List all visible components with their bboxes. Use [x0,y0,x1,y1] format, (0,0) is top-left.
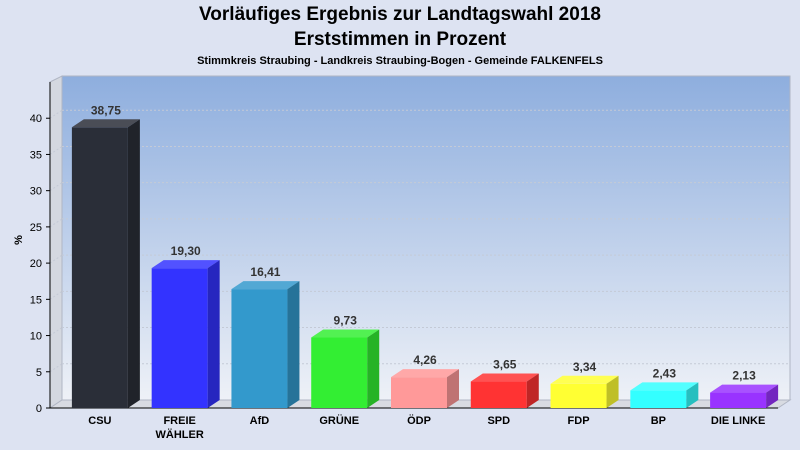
x-tick-label: DIE LINKE [711,415,765,427]
y-tick-label: 0 [36,403,42,415]
bar-top [630,382,699,391]
bar-side [606,375,619,408]
x-tick-label: FDP [568,415,590,427]
chart-district: Stimmkreis Straubing - Landkreis Straubi… [197,55,603,67]
plot-left-wall [49,75,63,409]
bar-side [287,281,300,408]
data-label: 3,34 [573,360,597,374]
bar-side [127,119,140,409]
gridline-side [49,363,63,373]
bar-side [766,384,779,408]
y-axis-label: % [13,235,25,245]
x-tick-label: AfD [250,415,270,427]
bar-front [311,337,368,408]
bar [710,384,779,408]
gridline-side [49,182,63,192]
gridline-side [49,290,63,300]
y-tick-label: 25 [30,222,42,234]
data-label: 2,13 [732,369,756,383]
bar [231,281,300,408]
data-label: 19,30 [171,244,201,258]
x-tick-label: BP [651,415,666,427]
bar-side [367,329,380,408]
chart-subtitle: Erststimmen in Prozent [293,29,507,50]
bar [71,119,140,409]
bar-front [231,289,288,408]
bar-side [686,382,699,408]
bar-front [151,268,208,408]
bar [311,329,380,408]
bar-front [470,381,527,408]
bar [391,369,459,408]
bar-front [550,383,607,408]
gridline-side [49,109,63,119]
x-tick-label: SPD [487,415,510,427]
x-tick-label: CSU [88,415,111,427]
y-tick-label: 5 [36,367,42,379]
gridline-side [49,254,63,264]
x-tick-label: GRÜNE [319,414,359,427]
bar-top [470,373,539,382]
y-tick-label: 20 [30,258,42,270]
bar-side [207,260,220,408]
gridline-side [49,218,63,228]
bar-top [231,281,300,290]
y-tick-label: 15 [30,294,42,306]
gridline-side [49,327,63,336]
chart-title: Vorläufiges Ergebnis zur Landtagswahl 20… [199,4,601,25]
bar [550,375,619,408]
y-tick-label: 35 [30,149,42,161]
data-label: 2,43 [653,366,677,380]
bar [151,260,220,408]
bar-top [391,369,459,378]
data-label: 38,75 [91,103,121,117]
data-label: 4,26 [413,353,437,367]
bar-front [391,377,447,408]
bar-top [710,384,779,393]
y-tick-label: 40 [30,113,42,125]
x-tick-label: FREIE WÄHLER [156,415,204,441]
data-label: 3,65 [493,358,517,372]
bar-top [151,260,220,269]
bar-side [447,369,459,408]
data-label: 9,73 [334,314,358,328]
bar [470,373,539,408]
x-tick-label: ÖDP [407,414,431,427]
y-tick-label: 30 [30,186,42,198]
bar-top [550,375,619,384]
bar [630,382,699,408]
bar-front [630,390,687,408]
gridline-side [49,146,63,155]
y-tick-label: 10 [30,331,42,343]
bar-side [526,373,539,408]
bar-front [71,127,128,409]
data-label: 16,41 [250,265,280,279]
bar-top [311,329,380,338]
bar-top [71,119,140,128]
bar-front [710,392,767,408]
